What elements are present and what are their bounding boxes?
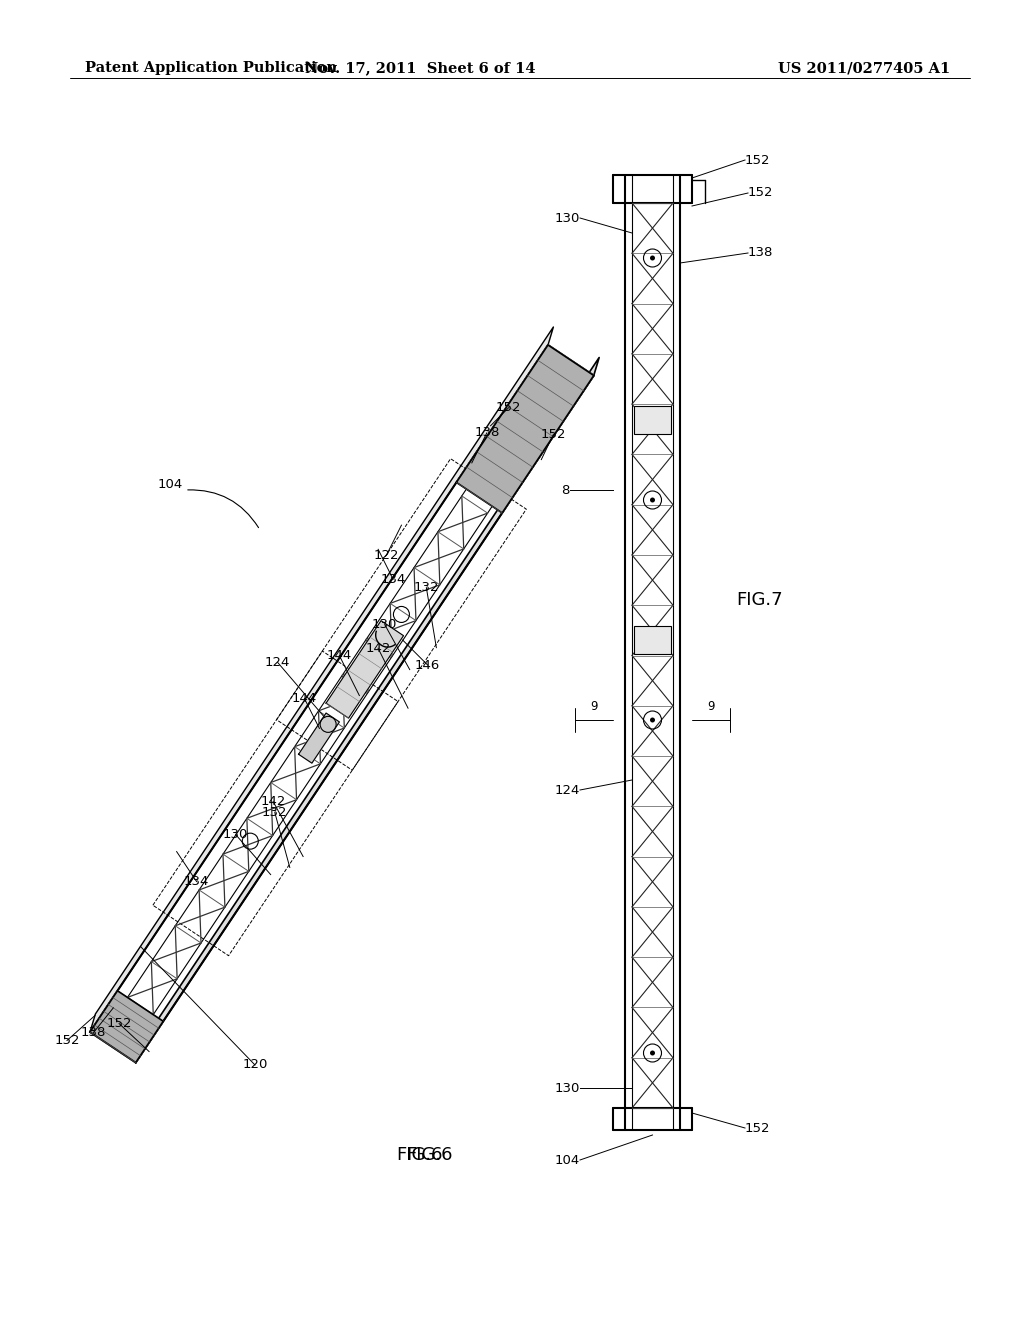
Text: 152: 152 bbox=[745, 1122, 770, 1134]
Polygon shape bbox=[136, 358, 599, 1063]
Text: FIG.7: FIG.7 bbox=[736, 591, 783, 609]
Text: 122: 122 bbox=[374, 549, 399, 561]
Text: 120: 120 bbox=[243, 1059, 267, 1072]
Text: FIG.6: FIG.6 bbox=[407, 1146, 454, 1164]
Text: 152: 152 bbox=[496, 401, 521, 414]
Text: FIG.6: FIG.6 bbox=[396, 1146, 443, 1164]
Text: 138: 138 bbox=[474, 426, 500, 440]
Text: 104: 104 bbox=[555, 1154, 580, 1167]
Text: 8: 8 bbox=[561, 483, 570, 496]
Text: 152: 152 bbox=[748, 186, 773, 199]
Text: 134: 134 bbox=[381, 573, 406, 586]
Text: 124: 124 bbox=[555, 784, 580, 796]
Text: 124: 124 bbox=[265, 656, 291, 669]
Polygon shape bbox=[299, 713, 339, 763]
Text: 144: 144 bbox=[292, 692, 317, 705]
Bar bbox=[634, 407, 671, 434]
Circle shape bbox=[650, 498, 655, 503]
Text: 9: 9 bbox=[708, 700, 715, 713]
Text: 142: 142 bbox=[260, 795, 286, 808]
Text: 142: 142 bbox=[366, 642, 391, 655]
Text: 152: 152 bbox=[541, 428, 566, 441]
Polygon shape bbox=[326, 620, 403, 718]
Text: 134: 134 bbox=[184, 875, 209, 888]
Text: 152: 152 bbox=[106, 1016, 132, 1030]
Polygon shape bbox=[457, 345, 594, 513]
Circle shape bbox=[650, 718, 655, 722]
Text: Patent Application Publication: Patent Application Publication bbox=[85, 61, 337, 75]
Text: 132: 132 bbox=[262, 807, 288, 818]
Text: 130: 130 bbox=[372, 618, 397, 631]
Text: Nov. 17, 2011  Sheet 6 of 14: Nov. 17, 2011 Sheet 6 of 14 bbox=[305, 61, 536, 75]
Text: 104: 104 bbox=[158, 479, 182, 491]
Bar bbox=[634, 626, 671, 653]
Circle shape bbox=[650, 256, 655, 260]
Text: 146: 146 bbox=[415, 659, 440, 672]
Text: 130: 130 bbox=[555, 211, 580, 224]
Text: 9: 9 bbox=[590, 700, 598, 713]
Text: 152: 152 bbox=[745, 153, 770, 166]
Text: 130: 130 bbox=[555, 1081, 580, 1094]
Text: 138: 138 bbox=[81, 1027, 106, 1039]
Text: 138: 138 bbox=[748, 247, 773, 260]
Polygon shape bbox=[90, 327, 553, 1032]
Text: 152: 152 bbox=[54, 1034, 80, 1047]
Text: 144: 144 bbox=[327, 649, 352, 663]
Text: 132: 132 bbox=[414, 581, 439, 594]
Polygon shape bbox=[90, 991, 163, 1063]
Text: US 2011/0277405 A1: US 2011/0277405 A1 bbox=[778, 61, 950, 75]
Circle shape bbox=[650, 1051, 655, 1056]
Text: 130: 130 bbox=[223, 828, 249, 841]
